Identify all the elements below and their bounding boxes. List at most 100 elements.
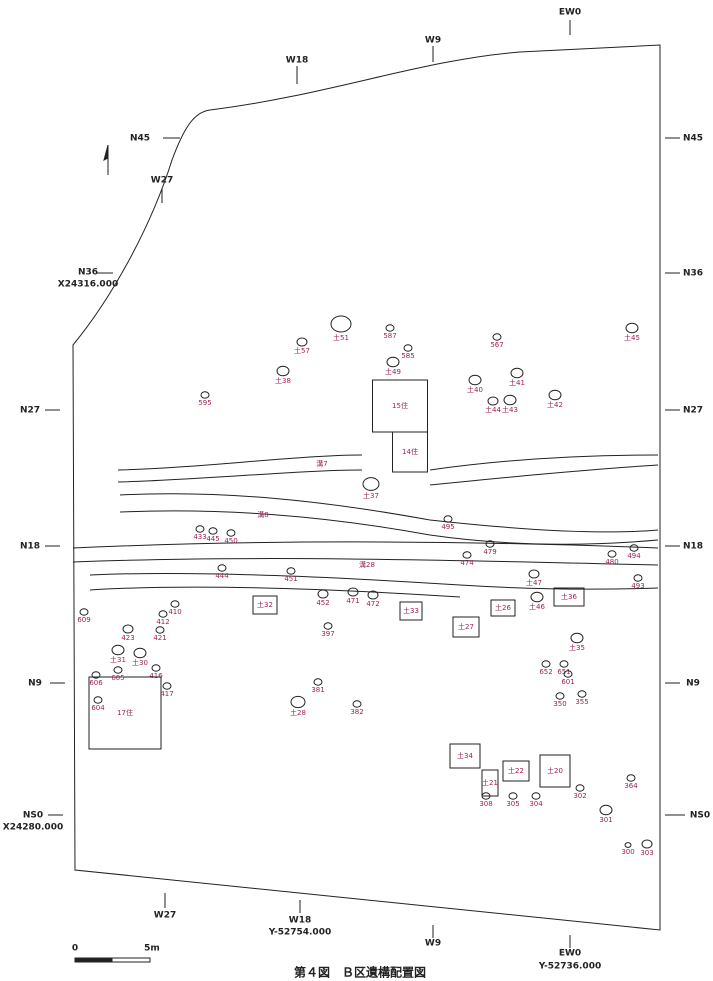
- feature-label: 609: [77, 616, 90, 624]
- feature-label: 土26: [495, 603, 511, 612]
- grid-label: N9: [28, 679, 42, 689]
- grid-label: N27: [683, 406, 703, 416]
- grid-label: W18: [289, 916, 311, 926]
- feature-outline: [492, 333, 502, 341]
- feature-label: 303: [640, 849, 653, 857]
- feature-outline: [641, 839, 653, 849]
- feature-label: 604: [91, 704, 105, 712]
- feature-outline: [392, 431, 428, 473]
- feature-label: 304: [529, 800, 543, 808]
- feature-label: 土46: [529, 602, 545, 611]
- grid-label: N9: [686, 679, 700, 689]
- scale-start: 0: [72, 944, 78, 954]
- feature-label: 土33: [403, 606, 419, 615]
- feature-outline: [555, 692, 565, 700]
- feature-label: 土49: [385, 367, 401, 376]
- grid-label: N27: [20, 406, 40, 416]
- feature-label: 土35: [569, 643, 585, 652]
- ditch: [117, 454, 659, 486]
- grid-label: EW0: [559, 8, 581, 18]
- feature-label: 17住: [117, 708, 133, 717]
- feature-outline: [449, 743, 481, 769]
- feature-label: 350: [553, 700, 566, 708]
- feature-outline: [386, 356, 400, 368]
- feature-label: 土31: [110, 655, 126, 664]
- feature-outline: [195, 525, 205, 533]
- feature-label: 364: [624, 782, 638, 790]
- feature-outline: [443, 515, 453, 523]
- feature-outline: [629, 544, 639, 552]
- feature-label: 494: [627, 552, 641, 560]
- grid-label: W27: [151, 176, 173, 186]
- feature-outline: [330, 315, 352, 333]
- feature-label: 397: [321, 630, 334, 638]
- scale-end: 5m: [144, 944, 160, 954]
- grid-label: W9: [425, 939, 441, 949]
- feature-outline: [485, 540, 495, 548]
- feature-outline: [502, 760, 530, 782]
- feature-outline: [575, 784, 585, 792]
- feature-label: 471: [346, 597, 359, 605]
- feature-label: 土38: [275, 376, 291, 385]
- feature-outline: [367, 590, 379, 600]
- feature-outline: [531, 792, 541, 800]
- feature-label: 587: [383, 332, 396, 340]
- feature-label: 495: [441, 523, 454, 531]
- grid-label: N36: [683, 269, 703, 279]
- feature-label: 土44: [485, 405, 501, 414]
- feature-label: 416: [149, 672, 163, 680]
- feature-outline: [399, 601, 423, 621]
- feature-outline: [508, 792, 518, 800]
- feature-outline: [208, 527, 218, 535]
- feature-label: 595: [198, 399, 211, 407]
- feature-outline: [362, 477, 380, 491]
- feature-outline: [158, 610, 168, 618]
- feature-outline: [217, 564, 227, 572]
- feature-label: 585: [401, 352, 414, 360]
- feature-outline: [252, 595, 278, 615]
- feature-label: 土20: [547, 766, 563, 775]
- feature-outline: [490, 599, 516, 617]
- feature-label: 14住: [402, 447, 418, 456]
- feature-label: 410: [168, 608, 181, 616]
- feature-label: 444: [215, 572, 229, 580]
- feature-label: 土21: [482, 778, 498, 787]
- feature-outline: [347, 587, 359, 597]
- feature-label: 土37: [363, 491, 379, 500]
- grid-label: W9: [425, 36, 441, 46]
- grid-label: NS0: [23, 811, 43, 821]
- feature-label: 300: [621, 848, 634, 856]
- feature-outline: [93, 696, 103, 704]
- feature-outline: [91, 671, 101, 679]
- feature-outline: [290, 695, 306, 709]
- feature-label: 479: [483, 548, 496, 556]
- feature-label: 土47: [526, 578, 542, 587]
- ditch: [119, 493, 659, 545]
- grid-label: W18: [286, 56, 308, 66]
- grid-label: N45: [683, 134, 703, 144]
- grid-label: Y-52754.000: [268, 928, 331, 938]
- feature-label: 355: [575, 698, 588, 706]
- feature-label: 土30: [132, 658, 148, 667]
- feature-outline: [403, 344, 413, 352]
- feature-outline: [462, 551, 472, 559]
- feature-label: 433: [193, 533, 206, 541]
- feature-label: 土40: [467, 385, 483, 394]
- feature-outline: [607, 550, 617, 558]
- feature-outline: [528, 569, 540, 579]
- grid-label: W27: [154, 911, 176, 921]
- feature-outline: [510, 367, 524, 379]
- feature-label: 土57: [294, 346, 310, 355]
- ditch: [89, 572, 659, 598]
- feature-label: 土32: [257, 600, 273, 609]
- feature-outline: [559, 660, 569, 668]
- feature-outline: [170, 600, 180, 608]
- feature-label: 土45: [624, 333, 640, 342]
- feature-outline: [276, 365, 290, 377]
- feature-outline: [530, 591, 544, 603]
- feature-outline: [88, 676, 162, 750]
- feature-label: 308: [479, 800, 492, 808]
- feature-outline: [317, 589, 329, 599]
- feature-label: 652: [539, 668, 552, 676]
